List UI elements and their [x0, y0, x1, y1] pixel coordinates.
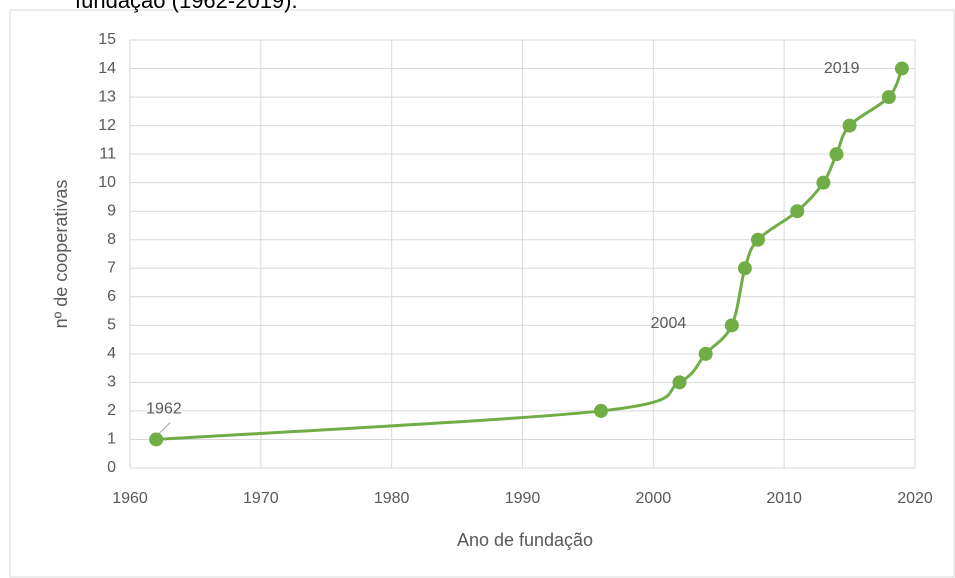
data-point [672, 375, 687, 390]
y-tick-label: 0 [107, 459, 116, 476]
y-tick-label: 4 [107, 345, 116, 362]
data-point [842, 118, 857, 133]
x-axis-label: Ano de fundação [457, 530, 593, 550]
data-point [894, 61, 909, 76]
y-tick-label: 9 [107, 202, 116, 219]
x-tick-label: 1970 [243, 490, 279, 507]
annotation: 2019 [824, 60, 860, 77]
y-tick-label: 1 [107, 431, 116, 448]
y-axis-label: nº de cooperativas [51, 180, 71, 329]
y-tick-label: 10 [98, 174, 116, 191]
x-tick-label: 1990 [505, 490, 541, 507]
data-point [881, 90, 896, 105]
data-point [829, 147, 844, 162]
data-point [149, 432, 164, 447]
x-tick-label: 2020 [897, 490, 933, 507]
x-tick-label: 1980 [374, 490, 410, 507]
y-tick-label: 13 [98, 88, 116, 105]
data-point [724, 318, 739, 333]
data-point [751, 232, 765, 247]
y-tick-label: 14 [98, 60, 116, 77]
annotation-leader [158, 422, 171, 434]
data-point [790, 204, 805, 219]
chart-frame [9, 9, 955, 578]
y-tick-label: 8 [107, 231, 116, 248]
x-tick-label: 2000 [636, 490, 672, 507]
chart-title: fundação (1962-2019). [75, 0, 298, 13]
data-point [737, 261, 752, 276]
x-tick-label: 1960 [112, 490, 148, 507]
annotation: 2004 [651, 315, 687, 332]
y-tick-label: 2 [107, 402, 116, 419]
data-point [816, 175, 831, 190]
y-tick-label: 11 [99, 145, 116, 162]
data-point [698, 346, 713, 361]
annotation: 1962 [146, 401, 182, 418]
y-tick-label: 3 [107, 374, 116, 391]
y-tick-label: 15 [98, 31, 116, 48]
y-tick-label: 12 [98, 117, 116, 134]
data-point [594, 403, 608, 418]
y-tick-label: 7 [107, 259, 116, 276]
y-tick-label: 6 [107, 288, 116, 305]
x-tick-label: 2010 [766, 490, 802, 507]
y-tick-label: 5 [107, 317, 116, 334]
